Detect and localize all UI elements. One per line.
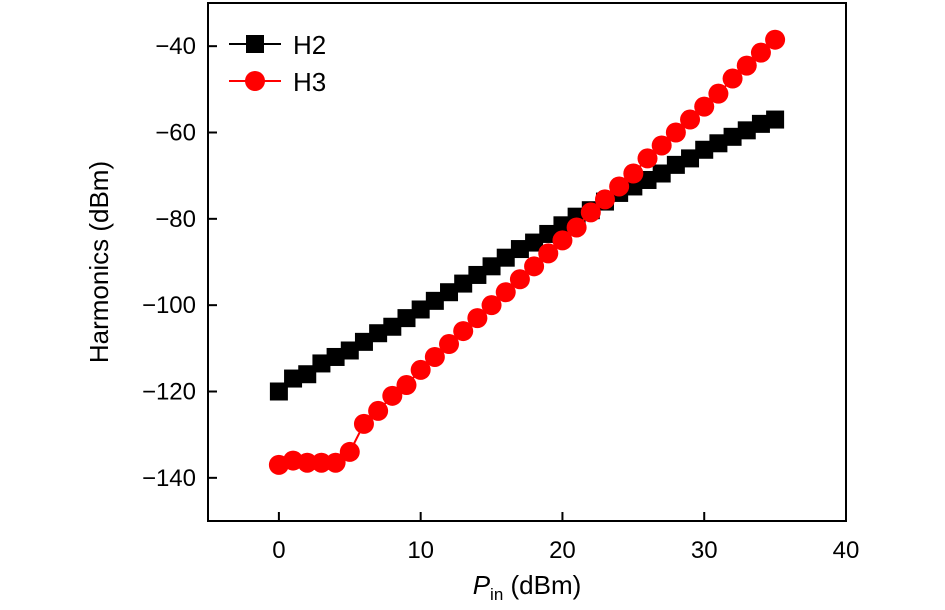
data-point-h3 <box>594 189 615 210</box>
data-point-h3 <box>765 29 786 50</box>
data-point-h2 <box>312 354 331 373</box>
x-axis-title: Pin (dBm) <box>473 570 582 604</box>
y-tick-label: −40 <box>155 33 196 60</box>
data-point-h2 <box>369 324 388 343</box>
x-axis-title-unit: (dBm) <box>503 570 581 600</box>
series-layer <box>268 29 786 475</box>
data-point-h3 <box>439 334 460 355</box>
data-point-h3 <box>410 359 431 380</box>
x-tick-label: 10 <box>407 537 434 564</box>
data-point-h2 <box>397 309 416 328</box>
data-point-h2 <box>723 127 742 146</box>
data-point-h3 <box>736 55 757 76</box>
data-point-h3 <box>637 148 658 169</box>
data-point-h3 <box>651 135 672 156</box>
data-point-h2 <box>269 382 288 401</box>
data-point-h3 <box>680 109 701 130</box>
y-axis-ticks: −140 −120 −100 −80 −60 −40 <box>142 33 217 492</box>
data-point-h3 <box>566 217 587 238</box>
data-point-h2 <box>666 155 685 174</box>
data-point-h2 <box>298 365 317 384</box>
data-point-h3 <box>694 96 715 117</box>
y-tick-label: −60 <box>155 120 196 147</box>
y-tick-label: −100 <box>142 292 196 319</box>
legend-label-h2: H2 <box>293 30 326 60</box>
data-point-h3 <box>339 441 360 462</box>
data-point-h2 <box>496 248 515 267</box>
data-point-h2 <box>354 332 373 351</box>
data-point-h3 <box>609 176 630 197</box>
x-tick-label: 0 <box>272 537 285 564</box>
data-point-h3 <box>311 452 332 473</box>
data-point-h3 <box>396 375 417 396</box>
data-point-h3 <box>524 256 545 277</box>
y-tick-label: −80 <box>155 206 196 233</box>
data-point-h2 <box>326 347 345 366</box>
data-point-h3 <box>368 400 389 421</box>
y-tick-label: −140 <box>142 465 196 492</box>
data-point-h3 <box>495 282 516 303</box>
data-point-h3 <box>424 346 445 367</box>
legend-circle-marker <box>245 71 265 91</box>
data-point-h3 <box>453 321 474 342</box>
data-point-h3 <box>750 42 771 63</box>
x-axis-title-main: P <box>473 570 491 600</box>
data-point-h3 <box>665 122 686 143</box>
data-point-h3 <box>353 413 374 434</box>
data-point-h2 <box>454 274 473 293</box>
data-point-h2 <box>737 121 756 140</box>
legend-square-marker <box>246 35 264 53</box>
x-axis-ticks: 0 10 20 30 40 <box>272 512 859 564</box>
x-axis-title-subscript: in <box>490 585 503 604</box>
legend-label-h3: H3 <box>293 67 326 97</box>
data-point-h3 <box>552 230 573 251</box>
data-point-h3 <box>623 163 644 184</box>
data-point-h3 <box>467 308 488 329</box>
data-point-h2 <box>510 240 529 259</box>
data-point-h3 <box>722 68 743 89</box>
x-tick-label: 40 <box>833 537 860 564</box>
legend: H2 H3 <box>229 30 326 97</box>
data-point-h2 <box>468 265 487 284</box>
data-point-h2 <box>482 257 501 276</box>
data-point-h3 <box>580 202 601 223</box>
data-point-h3 <box>708 83 729 104</box>
data-point-h3 <box>538 243 559 264</box>
data-point-h3 <box>297 452 318 473</box>
data-point-h3 <box>382 385 403 406</box>
data-point-h2 <box>440 283 459 302</box>
data-point-h3 <box>509 269 530 290</box>
data-point-h2 <box>525 233 544 252</box>
data-point-h2 <box>411 300 430 319</box>
data-point-h3 <box>481 295 502 316</box>
data-point-h2 <box>709 134 728 153</box>
data-point-h2 <box>695 140 714 159</box>
y-axis-title: Harmonics (dBm) <box>84 161 114 363</box>
data-point-h3 <box>325 452 346 473</box>
y-tick-label: −120 <box>142 379 196 406</box>
data-point-h2 <box>652 164 671 183</box>
data-point-h2 <box>425 291 444 310</box>
data-point-h2 <box>340 341 359 360</box>
plot-frame <box>207 2 847 522</box>
data-point-h2 <box>751 114 770 133</box>
data-point-h2 <box>383 317 402 336</box>
x-tick-label: 20 <box>549 537 576 564</box>
data-point-h2 <box>681 149 700 168</box>
data-point-h2 <box>766 110 785 129</box>
x-tick-label: 30 <box>691 537 718 564</box>
data-point-h2 <box>284 369 303 388</box>
